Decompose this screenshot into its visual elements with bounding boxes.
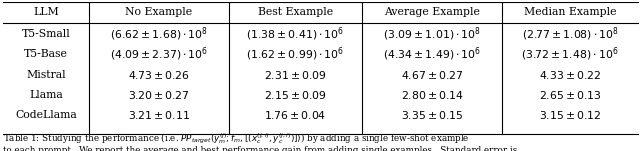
Text: $(4.34 \pm 1.49) \cdot 10^{6}$: $(4.34 \pm 1.49) \cdot 10^{6}$ xyxy=(383,46,481,63)
Text: $2.65 \pm 0.13$: $2.65 \pm 0.13$ xyxy=(539,89,602,101)
Text: $3.15 \pm 0.12$: $3.15 \pm 0.12$ xyxy=(539,109,602,121)
Text: $2.15 \pm 0.09$: $2.15 \pm 0.09$ xyxy=(264,89,327,101)
Text: $2.31 \pm 0.09$: $2.31 \pm 0.09$ xyxy=(264,69,327,81)
Text: $3.21 \pm 0.11$: $3.21 \pm 0.11$ xyxy=(128,109,190,121)
Text: $(1.38 \pm 0.41) \cdot 10^{6}$: $(1.38 \pm 0.41) \cdot 10^{6}$ xyxy=(246,26,345,43)
Text: $(4.09 \pm 2.37) \cdot 10^{6}$: $(4.09 \pm 2.37) \cdot 10^{6}$ xyxy=(110,46,208,63)
Text: LLM: LLM xyxy=(33,7,59,17)
Text: T5-Small: T5-Small xyxy=(21,29,70,39)
Text: $3.35 \pm 0.15$: $3.35 \pm 0.15$ xyxy=(401,109,463,121)
Text: $(3.72 \pm 1.48) \cdot 10^{6}$: $(3.72 \pm 1.48) \cdot 10^{6}$ xyxy=(522,46,619,63)
Text: Llama: Llama xyxy=(29,90,63,100)
Text: $2.80 \pm 0.14$: $2.80 \pm 0.14$ xyxy=(401,89,463,101)
Text: $4.67 \pm 0.27$: $4.67 \pm 0.27$ xyxy=(401,69,463,81)
Text: Table 1: Studying the performance (i.e. $PP_{target}(y_m^{(j)}; f_m, [(x_c^{(j,i: Table 1: Studying the performance (i.e. … xyxy=(3,132,470,146)
Text: Median Example: Median Example xyxy=(524,7,616,17)
Text: CodeLlama: CodeLlama xyxy=(15,110,77,120)
Text: T5-Base: T5-Base xyxy=(24,50,68,59)
Text: $4.33 \pm 0.22$: $4.33 \pm 0.22$ xyxy=(539,69,601,81)
Text: Mistral: Mistral xyxy=(26,70,65,80)
Text: $4.73 \pm 0.26$: $4.73 \pm 0.26$ xyxy=(128,69,189,81)
Text: No Example: No Example xyxy=(125,7,193,17)
Text: to each prompt.  We report the average and best performance gain from adding sin: to each prompt. We report the average an… xyxy=(3,146,518,151)
Text: $(2.77 \pm 1.08) \cdot 10^{8}$: $(2.77 \pm 1.08) \cdot 10^{8}$ xyxy=(522,26,619,43)
Text: Best Example: Best Example xyxy=(258,7,333,17)
Text: $1.76 \pm 0.04$: $1.76 \pm 0.04$ xyxy=(264,109,326,121)
Text: $(6.62 \pm 1.68) \cdot 10^{8}$: $(6.62 \pm 1.68) \cdot 10^{8}$ xyxy=(110,26,208,43)
Text: $(3.09 \pm 1.01) \cdot 10^{8}$: $(3.09 \pm 1.01) \cdot 10^{8}$ xyxy=(383,26,481,43)
Text: Average Example: Average Example xyxy=(384,7,480,17)
Text: $3.20 \pm 0.27$: $3.20 \pm 0.27$ xyxy=(128,89,189,101)
Text: $(1.62 \pm 0.99) \cdot 10^{6}$: $(1.62 \pm 0.99) \cdot 10^{6}$ xyxy=(246,46,345,63)
